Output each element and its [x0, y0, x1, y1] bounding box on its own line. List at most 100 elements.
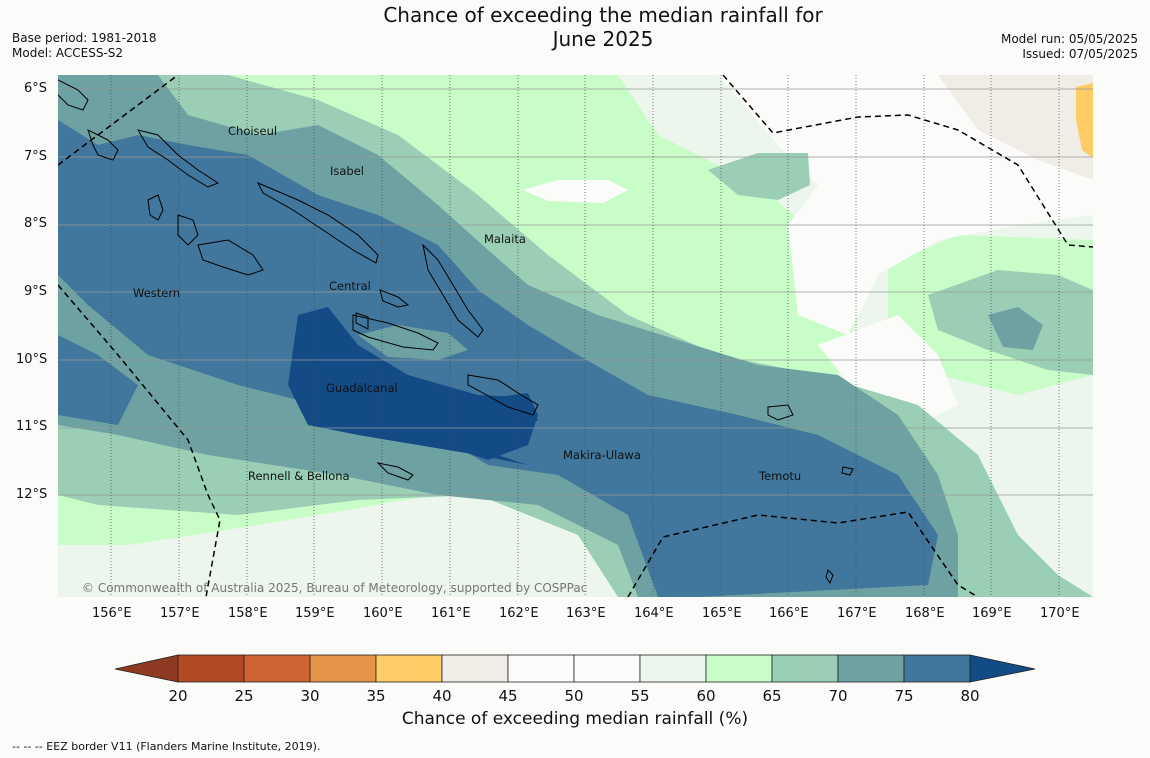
contour-35-40 — [1076, 83, 1093, 158]
colorbar-tick-70: 70 — [828, 687, 847, 705]
map-title-line2: June 2025 — [552, 27, 654, 51]
colorbar-tick-35: 35 — [366, 687, 385, 705]
colorbar-tick-60: 60 — [696, 687, 715, 705]
island-makira — [467, 374, 539, 416]
lon-label-169e: 169°E — [972, 606, 1012, 621]
colorbar-tick-55: 55 — [630, 687, 649, 705]
model-run: Model run: 05/05/2025 — [1000, 32, 1138, 46]
colorbar-bin-35-40 — [375, 654, 443, 683]
lon-label-165e: 165°E — [702, 606, 742, 621]
colorbar-label: Chance of exceeding median rainfall (%) — [401, 709, 749, 729]
colorbar-tick-75: 75 — [894, 687, 913, 705]
colorbar-bin-25-30 — [243, 654, 311, 683]
island-isabel — [256, 182, 379, 264]
eez-border-east — [722, 75, 1093, 248]
model-name: Model: ACCESS-S2 — [12, 46, 124, 60]
meta-left: Base period: 1981-2018 Model: ACCESS-S2 — [12, 31, 157, 61]
contour-75-80 — [58, 120, 938, 597]
contour-80-plus-2 — [438, 393, 538, 460]
base-period: Base period: 1981-2018 — [12, 31, 157, 45]
eez-border-north — [58, 75, 179, 166]
region-makira-ulawa: Makira-Ulawa — [563, 448, 641, 462]
lon-label-164e: 164°E — [634, 606, 674, 621]
island-new-georgia — [197, 239, 264, 276]
island-anuta — [825, 569, 834, 585]
colorbar-tick-45: 45 — [498, 687, 517, 705]
contour-45-55-mid — [818, 315, 958, 425]
lon-label-156e: 156°E — [92, 606, 132, 621]
contour-65-70-north — [708, 153, 810, 200]
issued-date: Issued: 07/05/2025 — [1022, 47, 1138, 61]
colorbar-bin-40-45 — [441, 654, 509, 683]
colorbar-tick-80: 80 — [960, 687, 979, 705]
lon-label-158e: 158°E — [228, 606, 268, 621]
island-central-1 — [355, 312, 369, 330]
island-bougainville — [58, 79, 89, 111]
contour-70-75-east — [988, 307, 1043, 350]
colorbar-bin-45-50 — [507, 654, 575, 683]
meta-right: Model run: 05/05/2025 Issued: 07/05/2025 — [1001, 32, 1138, 62]
map-title-line1: Chance of exceeding the median rainfall … — [383, 3, 823, 27]
colorbar-bin-75-80 — [903, 654, 971, 683]
island-rennell — [376, 462, 414, 481]
eez-border-west — [58, 284, 221, 597]
contour-pocket — [358, 325, 468, 360]
eez-borders — [58, 75, 1093, 597]
region-central: Central — [329, 279, 371, 293]
colorbar-bin-50-55 — [573, 654, 641, 683]
region-isabel: Isabel — [330, 164, 365, 178]
lat-label-10s: 10°S — [16, 352, 48, 367]
island-guadalcanal — [352, 314, 439, 351]
coastlines — [58, 79, 854, 585]
region-choiseul: Choiseul — [228, 124, 278, 138]
lat-gridlines — [58, 88, 1093, 496]
island-choiseul — [136, 129, 220, 188]
colorbar-bin-65-70 — [771, 654, 839, 683]
map-title: Chance of exceeding the median rainfall … — [0, 3, 1150, 51]
lat-label-7s: 7°S — [24, 149, 48, 164]
lon-label-162e: 162°E — [499, 606, 539, 621]
lon-gridlines — [110, 75, 1060, 597]
lon-label-157e: 157°E — [160, 606, 200, 621]
colorbar-bin-60-65 — [705, 654, 773, 683]
region-rennell-bellona: Rennell & Bellona — [248, 469, 350, 483]
colorbar-bin-30-35 — [309, 654, 377, 683]
colorbar-tick-65: 65 — [762, 687, 781, 705]
region-western: Western — [133, 286, 181, 300]
island-central-2 — [379, 289, 410, 308]
colorbar-tick-50: 50 — [564, 687, 583, 705]
lon-label-167e: 167°E — [837, 606, 877, 621]
island-kolombangara — [177, 214, 199, 246]
lon-label-170e: 170°E — [1040, 606, 1080, 621]
region-guadalcanal: Guadalcanal — [326, 381, 398, 395]
lon-label-168e: 168°E — [905, 606, 945, 621]
island-malaita — [422, 243, 484, 338]
colorbar-tick-25: 25 — [234, 687, 253, 705]
lat-label-9s: 9°S — [24, 284, 48, 299]
island-santa-cruz — [767, 404, 794, 421]
copyright-notice: © Commonwealth of Australia 2025, Bureau… — [82, 581, 588, 595]
lon-label-161e: 161°E — [431, 606, 471, 621]
island-shortland — [87, 129, 119, 161]
contour-75-80-west — [58, 335, 138, 425]
contour-white-blob — [523, 180, 628, 203]
colorbar-lower-arrow — [114, 654, 179, 683]
lat-label-6s: 6°S — [24, 81, 48, 96]
eez-footnote: -- -- -- EEZ border V11 (Flanders Marine… — [12, 740, 321, 753]
colorbar-upper-arrow — [969, 654, 1036, 683]
lon-label-163e: 163°E — [566, 606, 606, 621]
lon-label-159e: 159°E — [295, 606, 335, 621]
region-temotu: Temotu — [759, 469, 802, 483]
map-panel[interactable] — [58, 75, 1093, 597]
lon-label-166e: 166°E — [769, 606, 809, 621]
map-svg — [58, 75, 1093, 597]
colorbar-bin-20-25 — [177, 654, 245, 683]
island-tikopia — [841, 466, 854, 476]
island-vella-lavella — [147, 194, 164, 221]
colorbar-tick-40: 40 — [432, 687, 451, 705]
colorbar-tick-20: 20 — [168, 687, 187, 705]
contour-40-45 — [938, 75, 1093, 180]
lat-label-12s: 12°S — [16, 487, 48, 502]
colorbar: 20 25 30 35 40 45 50 55 60 65 70 75 80 — [114, 654, 1036, 705]
colorbar-bin-55-60 — [639, 654, 707, 683]
